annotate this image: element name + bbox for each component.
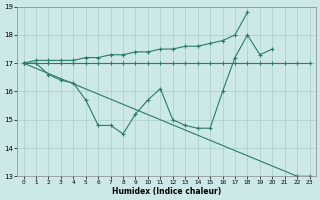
X-axis label: Humidex (Indice chaleur): Humidex (Indice chaleur) — [112, 187, 221, 196]
